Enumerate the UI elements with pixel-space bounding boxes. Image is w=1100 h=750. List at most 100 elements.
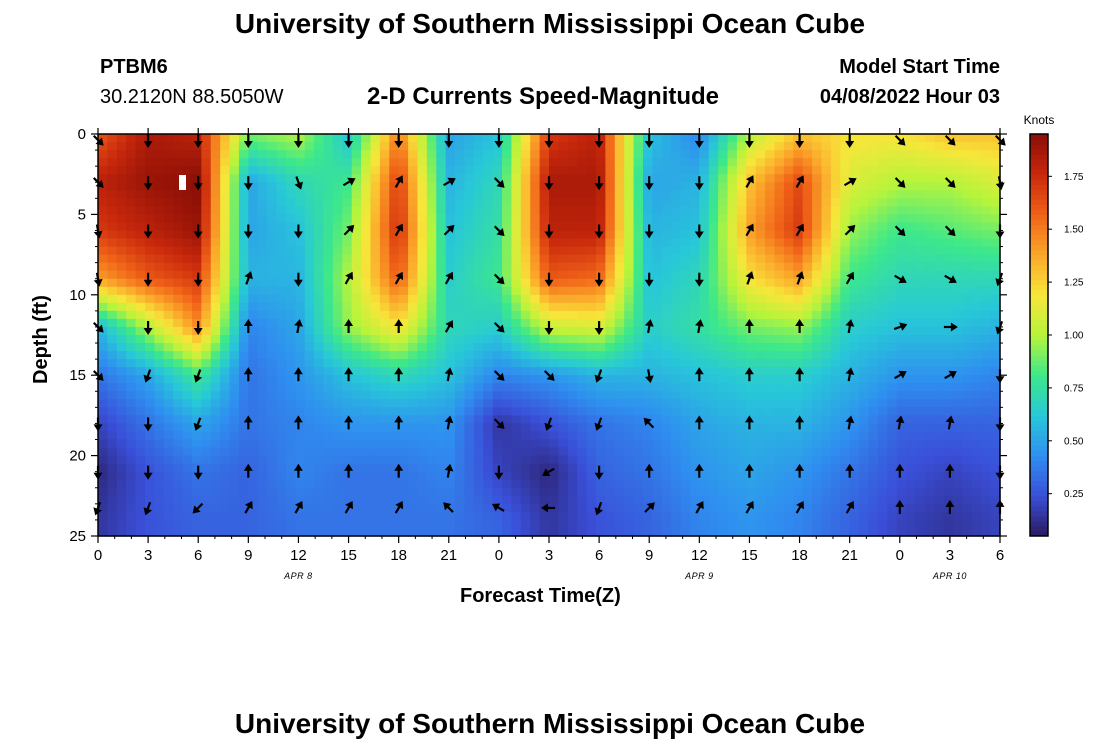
heat-cell bbox=[943, 455, 954, 465]
heat-cell bbox=[464, 463, 475, 473]
heat-cell bbox=[379, 439, 390, 449]
heat-cell bbox=[755, 479, 766, 489]
heat-cell bbox=[906, 214, 917, 224]
heat-cell bbox=[718, 527, 729, 537]
heat-cell bbox=[962, 302, 973, 312]
heat-cell bbox=[812, 375, 823, 384]
heat-cell bbox=[295, 447, 306, 457]
heat-cell bbox=[624, 190, 635, 199]
heat-cell bbox=[445, 431, 456, 441]
heat-cell bbox=[765, 367, 776, 376]
heat-cell bbox=[661, 415, 672, 425]
heat-cell bbox=[361, 158, 372, 167]
heat-cell bbox=[201, 190, 212, 199]
heat-cell bbox=[455, 278, 466, 288]
heat-cell bbox=[718, 142, 729, 151]
heat-cell bbox=[285, 343, 296, 352]
heat-cell bbox=[755, 270, 766, 280]
heat-cell bbox=[783, 158, 794, 167]
heat-cell bbox=[436, 471, 447, 481]
heat-cell bbox=[248, 375, 259, 384]
heat-cell bbox=[868, 190, 879, 199]
heat-cell bbox=[812, 335, 823, 344]
heat-cell bbox=[539, 359, 550, 368]
heat-cell bbox=[492, 439, 503, 449]
heat-cell bbox=[549, 134, 559, 143]
heat-cell bbox=[708, 527, 719, 537]
heat-cell bbox=[962, 198, 973, 207]
heat-cell bbox=[727, 222, 738, 232]
heat-cell bbox=[549, 190, 559, 199]
heat-cell bbox=[238, 174, 249, 183]
heat-cell bbox=[126, 351, 137, 360]
heat-cell bbox=[595, 286, 606, 296]
heat-cell bbox=[323, 407, 334, 416]
heat-cell bbox=[361, 415, 372, 425]
heat-cell bbox=[849, 286, 860, 296]
heat-cell bbox=[859, 286, 870, 296]
heat-cell bbox=[680, 174, 691, 183]
heat-cell bbox=[135, 359, 146, 368]
heat-cell bbox=[304, 190, 315, 199]
heat-cell bbox=[201, 375, 212, 384]
heat-cell bbox=[379, 302, 390, 312]
heat-cell bbox=[539, 182, 550, 191]
heat-cell bbox=[361, 326, 372, 336]
heat-cell bbox=[605, 415, 616, 425]
heat-cell bbox=[934, 286, 945, 296]
heat-cell bbox=[182, 134, 193, 143]
heat-cell bbox=[859, 230, 870, 240]
heat-cell bbox=[990, 158, 1001, 167]
heat-cell bbox=[549, 463, 559, 473]
heat-cell bbox=[915, 351, 926, 360]
heat-cell bbox=[595, 447, 606, 457]
heat-cell bbox=[868, 399, 879, 408]
heat-cell bbox=[774, 294, 785, 304]
heat-cell bbox=[755, 254, 766, 264]
heat-cell bbox=[934, 302, 945, 312]
heat-cell bbox=[163, 198, 174, 207]
heat-cell bbox=[520, 519, 531, 529]
heat-cell bbox=[821, 326, 832, 336]
heat-cell bbox=[314, 359, 325, 368]
heat-cell bbox=[595, 238, 606, 248]
heat-cell bbox=[332, 198, 343, 207]
heat-cell bbox=[783, 166, 794, 175]
heat-cell bbox=[765, 278, 776, 288]
heat-cell bbox=[614, 391, 625, 400]
heat-cell bbox=[191, 286, 202, 296]
heat-cell bbox=[126, 206, 137, 215]
heat-cell bbox=[887, 214, 898, 224]
heat-cell bbox=[408, 503, 419, 513]
heat-cell bbox=[746, 182, 757, 191]
heat-cell bbox=[605, 399, 616, 408]
heat-cell bbox=[549, 158, 559, 167]
heat-cell bbox=[614, 399, 625, 408]
heat-cell bbox=[370, 431, 381, 441]
heat-cell bbox=[210, 158, 221, 167]
heat-cell bbox=[840, 230, 851, 240]
heat-cell bbox=[210, 399, 221, 408]
heat-cell bbox=[238, 439, 249, 449]
heat-cell bbox=[201, 262, 212, 272]
heat-cell bbox=[257, 375, 268, 384]
heat-cell bbox=[746, 294, 757, 304]
heat-cell bbox=[671, 294, 682, 304]
heat-cell bbox=[962, 246, 973, 256]
heat-cell bbox=[689, 447, 700, 457]
heat-cell bbox=[445, 479, 456, 489]
heat-cell bbox=[370, 270, 381, 280]
heat-cell bbox=[116, 519, 127, 529]
arrow-head bbox=[897, 179, 906, 188]
heat-cell bbox=[473, 286, 484, 296]
heat-cell bbox=[473, 519, 484, 529]
heat-cell bbox=[736, 511, 747, 521]
heat-cell bbox=[558, 318, 569, 328]
heat-cell bbox=[567, 190, 578, 199]
heat-cell bbox=[248, 158, 259, 167]
current-arrow bbox=[443, 177, 456, 187]
heat-cell bbox=[605, 182, 616, 191]
heat-cell bbox=[605, 439, 616, 449]
heat-cell bbox=[943, 286, 954, 296]
heat-cell bbox=[727, 142, 738, 151]
